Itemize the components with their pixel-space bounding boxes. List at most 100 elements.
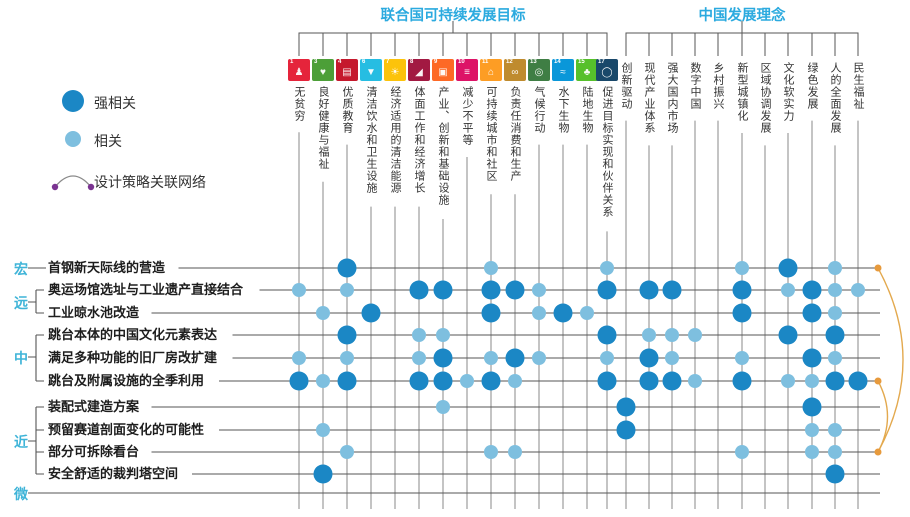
column-label: 绿色发展 (804, 62, 820, 110)
un-group-bracket (298, 21, 608, 56)
strong-correlation-dot (597, 325, 617, 345)
row-label: 满足多种功能的旧厂房改扩建 (48, 349, 222, 366)
weak-correlation-dot (508, 374, 522, 388)
weak-correlation-dot (532, 283, 546, 297)
column-label: 气候行动 (531, 86, 547, 134)
weak-correlation-dot (484, 445, 498, 459)
strong-correlation-dot (732, 280, 752, 300)
weak-correlation-dot (436, 328, 450, 342)
strong-correlation-dot (616, 420, 636, 440)
column-label: 民生福祉 (850, 62, 866, 110)
network-arc (877, 380, 889, 453)
row-label: 装配式建造方案 (48, 398, 144, 415)
network-anchor-dot (874, 264, 882, 272)
strong-correlation-dot (639, 371, 659, 391)
column-label: 良好健康与福祉 (315, 86, 331, 170)
weak-correlation-dot (688, 374, 702, 388)
sdg-pictogram: ∞ (511, 67, 519, 78)
sdg-number: 4 (338, 59, 342, 65)
strong-correlation-dot (778, 258, 798, 278)
row-label: 奥运场馆选址与工业遗产直接结合 (48, 281, 248, 298)
scale-bracket-far (28, 289, 44, 314)
column-label: 数字中国 (687, 62, 703, 110)
sdg-number: 8 (410, 59, 414, 65)
strong-correlation-dot (825, 325, 845, 345)
row-label: 部分可拆除看台 (48, 443, 144, 460)
column-label: 陆地生物 (579, 86, 595, 134)
strong-correlation-dot (337, 258, 357, 278)
strong-correlation-dot (778, 325, 798, 345)
strong-correlation-dot (505, 280, 525, 300)
weak-correlation-dot (340, 351, 354, 365)
weak-correlation-dot (316, 306, 330, 320)
column-label: 清洁饮水和卫生设施 (363, 86, 379, 194)
scale-bracket-near (28, 406, 44, 475)
strong-correlation-dot (433, 348, 453, 368)
sdg-icon: 9 ▣ (432, 59, 454, 81)
weak-correlation-dot (292, 351, 306, 365)
weak-correlation-dot (340, 283, 354, 297)
strong-correlation-dot (361, 303, 381, 323)
weak-correlation-dot (532, 306, 546, 320)
sdg-number: 15 (578, 59, 585, 65)
weak-correlation-dot (436, 400, 450, 414)
weak-correlation-dot (508, 445, 522, 459)
column-label: 促进目标实现和伙伴关系 (599, 86, 615, 218)
column-label: 优质教育 (339, 86, 355, 134)
weak-correlation-dot (805, 445, 819, 459)
row-label: 预留赛道剖面变化的可能性 (48, 421, 209, 438)
sdg-pictogram: ≈ (560, 67, 566, 78)
sdg-number: 6 (362, 59, 366, 65)
row-label: 跳台本体的中国文化元素表达 (48, 326, 222, 343)
scale-label: 微 (14, 486, 28, 502)
sdg-icon: 7 ☀ (384, 59, 406, 81)
weak-correlation-dot (828, 351, 842, 365)
weak-correlation-dot (600, 351, 614, 365)
row-label: 首钢新天际线的营造 (48, 259, 170, 276)
sdg-number: 9 (434, 59, 438, 65)
sdg-pictogram: ◯ (601, 67, 613, 78)
row-label: 安全舒适的裁判塔空间 (48, 465, 183, 482)
sdg-pictogram: ≡ (464, 67, 470, 78)
weak-correlation-dot (665, 351, 679, 365)
column-label: 无贫穷 (291, 86, 307, 122)
row-label: 跳台及附属设施的全季利用 (48, 372, 209, 389)
sdg-number: 17 (598, 59, 605, 65)
strong-correlation-dot (616, 397, 636, 417)
strong-correlation-dot (802, 303, 822, 323)
sdg-pictogram: ♣ (583, 67, 591, 78)
strong-correlation-dot (825, 371, 845, 391)
strong-correlation-dot-icon (62, 90, 84, 112)
weak-correlation-dot (805, 423, 819, 437)
weak-correlation-dot (781, 283, 795, 297)
sdg-number: 14 (554, 59, 561, 65)
weak-correlation-dot (781, 374, 795, 388)
column-label: 体面工作和经济增长 (411, 86, 427, 194)
sdg-icon: 17 ◯ (596, 59, 618, 81)
weak-correlation-dot (735, 261, 749, 275)
sdg-number: 12 (506, 59, 513, 65)
strong-correlation-dot (289, 371, 309, 391)
weak-correlation-dot (460, 374, 474, 388)
column-label: 水下生物 (555, 86, 571, 134)
sdg-icon: 8 ◢ (408, 59, 430, 81)
weak-correlation-dot (412, 328, 426, 342)
column-label: 人的全面发展 (827, 62, 843, 134)
sdg-number: 7 (386, 59, 390, 65)
row-label: 工业晾水池改造 (48, 304, 144, 321)
weak-correlation-dot (316, 374, 330, 388)
legend-strong-label: 强相关 (94, 95, 136, 111)
weak-correlation-dot (828, 306, 842, 320)
strong-correlation-dot (553, 303, 573, 323)
weak-correlation-dot (828, 261, 842, 275)
weak-correlation-dot (688, 328, 702, 342)
weak-correlation-dot (828, 423, 842, 437)
sdg-icon: 14 ≈ (552, 59, 574, 81)
strong-correlation-dot (732, 303, 752, 323)
strong-correlation-dot (597, 371, 617, 391)
weak-correlation-dot (580, 306, 594, 320)
scale-label: 近 (14, 434, 28, 450)
scale-label: 中 (14, 350, 28, 366)
